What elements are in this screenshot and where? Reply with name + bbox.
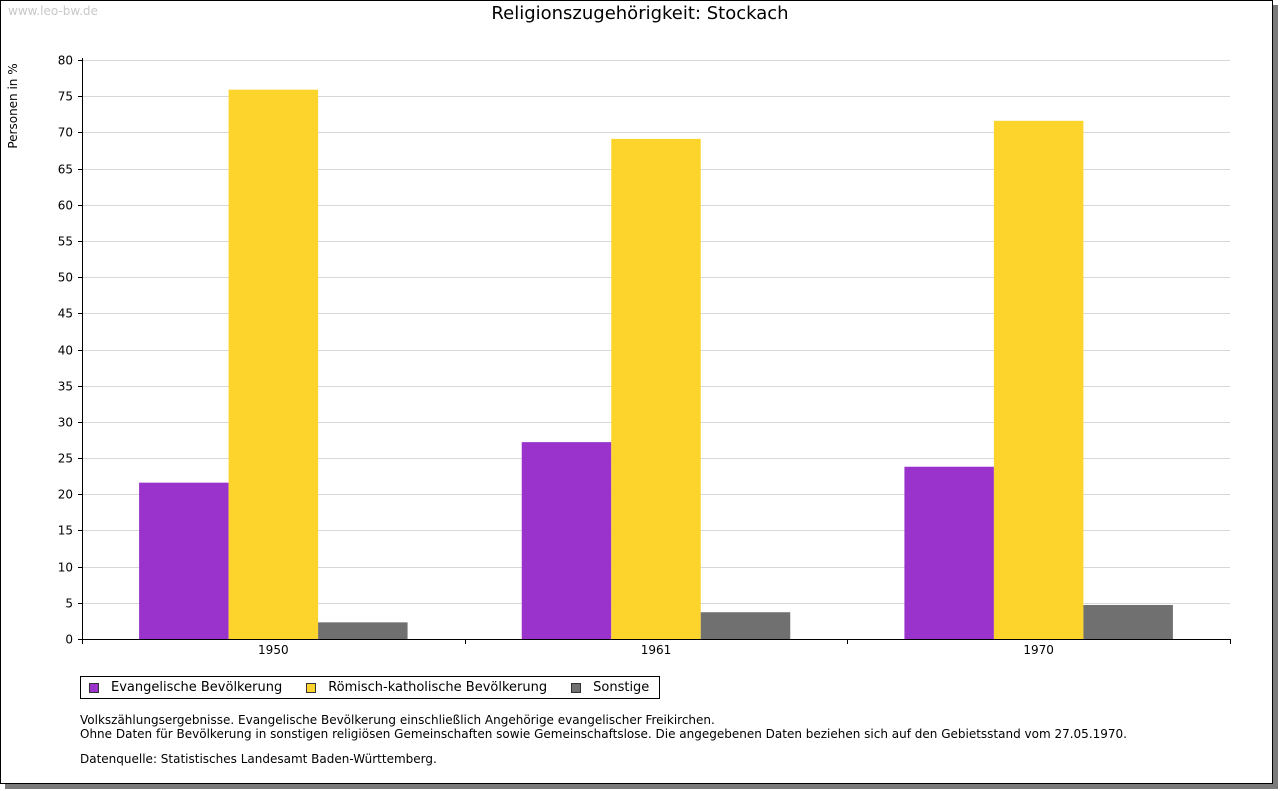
legend-swatch-katholisch: [306, 682, 317, 693]
bar: [1083, 604, 1173, 639]
bar: [904, 466, 994, 639]
x-tick-label: 1961: [641, 643, 672, 657]
legend: Evangelische Bevölkerung Römisch-katholi…: [80, 676, 661, 699]
y-tick-label: 75: [58, 90, 73, 104]
y-tick-label: 65: [58, 163, 73, 177]
x-tick-label: 1950: [258, 643, 289, 657]
legend-item-evangelisch: Evangelische Bevölkerung: [89, 680, 282, 695]
chart-notes: Volkszählungsergebnisse. Evangelische Be…: [80, 713, 1127, 741]
legend-label-katholisch: Römisch-katholische Bevölkerung: [328, 680, 548, 695]
legend-swatch-sonstige: [571, 682, 582, 693]
legend-swatch-evangelisch: [89, 682, 99, 693]
bar: [318, 622, 408, 639]
y-tick-label: 15: [58, 524, 73, 538]
bar: [228, 89, 319, 639]
y-tick-label: 25: [58, 452, 73, 466]
y-tick-label: 20: [58, 488, 73, 502]
bar: [700, 612, 791, 639]
legend-label-sonstige: Sonstige: [593, 680, 650, 695]
y-tick-label: 35: [58, 380, 73, 394]
y-tick-label: 40: [58, 344, 73, 358]
legend-item-katholisch: Römisch-katholische Bevölkerung: [306, 680, 547, 695]
x-tick-label: 1970: [1023, 643, 1054, 657]
chart-title: Religionszugehörigkeit: Stockach: [491, 3, 789, 24]
bar: [611, 138, 701, 640]
legend-item-sonstige: Sonstige: [571, 680, 649, 695]
note-line: Volkszählungsergebnisse. Evangelische Be…: [80, 713, 715, 727]
note-line: Ohne Daten für Bevölkerung in sonstigen …: [80, 727, 1127, 741]
y-tick-label: 0: [65, 633, 73, 647]
watermark: www.leo-bw.de: [8, 4, 98, 18]
y-tick-label: 60: [58, 199, 73, 213]
y-tick-label: 70: [58, 126, 73, 140]
y-tick-label: 55: [58, 235, 73, 249]
bar: [993, 120, 1084, 640]
y-tick-label: 5: [65, 597, 73, 611]
y-tick-label: 50: [58, 271, 73, 285]
bar: [139, 482, 229, 639]
data-source: Datenquelle: Statistisches Landesamt Bad…: [80, 752, 437, 766]
y-tick-label: 10: [58, 561, 73, 575]
bar: [521, 442, 612, 639]
y-tick-label: 30: [58, 416, 73, 430]
y-tick-label: 45: [58, 307, 73, 321]
y-tick-label: 80: [58, 54, 73, 68]
legend-label-evangelisch: Evangelische Bevölkerung: [111, 680, 283, 695]
